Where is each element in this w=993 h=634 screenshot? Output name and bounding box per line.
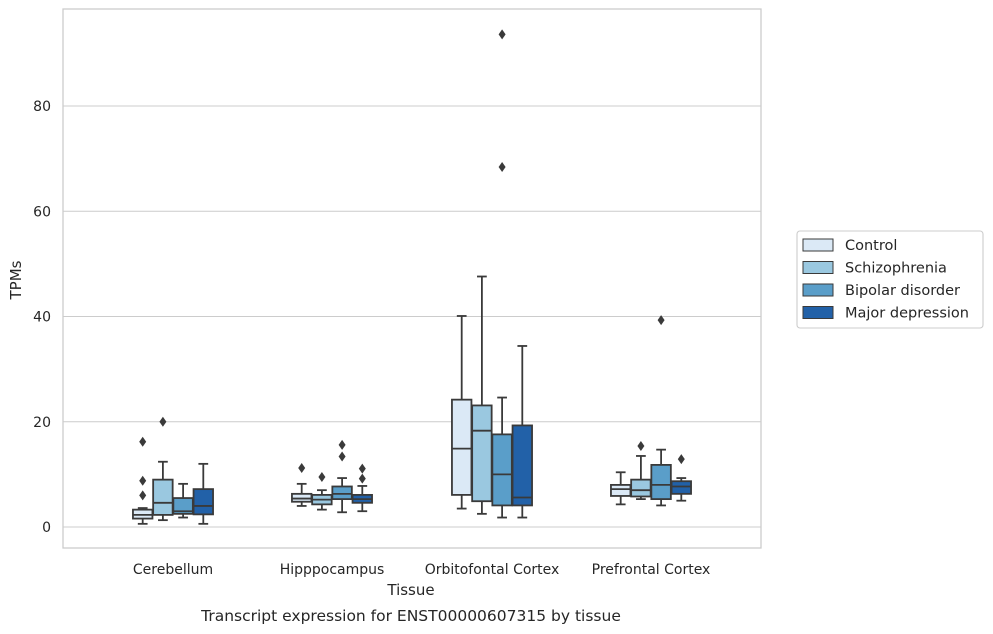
- legend-swatch: [802, 283, 834, 297]
- outlier-point: [358, 463, 366, 474]
- box-major-depression: [351, 463, 373, 513]
- legend-swatch: [802, 261, 834, 274]
- box-major-depression: [511, 345, 533, 519]
- x-tick-label: Hipppocampus: [280, 562, 385, 578]
- x-axis-label: Tissue: [386, 581, 434, 599]
- legend-swatch: [802, 238, 834, 252]
- outlier-point: [358, 473, 366, 484]
- chart-caption: Transcript expression for ENST0000060731…: [200, 607, 621, 625]
- box-plot-marks: [132, 29, 692, 525]
- y-tick-label: 60: [33, 204, 51, 220]
- y-tick-label: 0: [42, 520, 51, 536]
- box-schizophrenia: [471, 275, 493, 515]
- x-tick-label: Prefrontal Cortex: [592, 562, 711, 578]
- legend-frame: [796, 230, 984, 329]
- outlier-point: [338, 439, 346, 450]
- y-tick-label: 20: [33, 415, 51, 431]
- outlier-point: [657, 315, 665, 326]
- box-iqr: [152, 478, 174, 516]
- legend: Control Schizophrenia Bipolar disorder Majo…: [796, 230, 984, 329]
- outlier-point: [677, 454, 685, 465]
- outlier-point: [139, 475, 147, 486]
- box-bipolar-disorder: [650, 315, 672, 507]
- x-axis-ticks: Cerebellum Hipppocampus Orbitofontal Corte…: [133, 562, 710, 578]
- box-schizophrenia: [630, 440, 652, 501]
- box-iqr: [630, 478, 652, 498]
- box-iqr: [610, 483, 632, 497]
- box-iqr: [451, 398, 473, 496]
- plot-frame: [62, 8, 762, 549]
- outlier-point: [159, 416, 167, 427]
- box-iqr: [511, 424, 533, 507]
- outlier-point: [318, 472, 326, 483]
- box-iqr: [670, 480, 692, 495]
- box-iqr: [331, 485, 353, 501]
- outlier-point: [139, 490, 147, 501]
- box-schizophrenia: [311, 472, 333, 511]
- outlier-point: [338, 451, 346, 462]
- box-iqr: [491, 433, 513, 507]
- box-iqr: [192, 488, 214, 516]
- y-tick-label: 80: [33, 99, 51, 115]
- y-tick-label: 40: [33, 310, 51, 326]
- outlier-point: [498, 162, 506, 173]
- legend-label: Major depression: [845, 306, 969, 322]
- y-axis-ticks: 0 20 40 60 80: [33, 99, 51, 536]
- box-major-depression: [670, 454, 692, 502]
- box-bipolar-disorder: [491, 29, 513, 519]
- legend-label: Schizophrenia: [845, 261, 947, 277]
- gridlines: [63, 105, 761, 528]
- outlier-point: [298, 463, 306, 474]
- box-iqr: [650, 464, 672, 501]
- outlier-point: [139, 436, 147, 447]
- x-tick-label: Cerebellum: [133, 562, 213, 578]
- legend-swatch: [802, 306, 834, 319]
- box-major-depression: [192, 462, 214, 525]
- box-bipolar-disorder: [331, 439, 353, 514]
- outlier-point: [498, 29, 506, 40]
- legend-label: Bipolar disorder: [845, 283, 960, 299]
- box-control: [291, 463, 313, 507]
- box-control: [610, 471, 632, 506]
- box-control: [451, 315, 473, 510]
- box-control: [132, 436, 154, 525]
- y-axis-label: TPMs: [7, 260, 25, 300]
- box-bipolar-disorder: [172, 482, 194, 519]
- legend-label: Control: [845, 238, 897, 254]
- box-schizophrenia: [152, 416, 174, 522]
- outlier-point: [637, 440, 645, 451]
- x-tick-label: Orbitofontal Cortex: [425, 562, 560, 578]
- box-iqr: [471, 404, 493, 503]
